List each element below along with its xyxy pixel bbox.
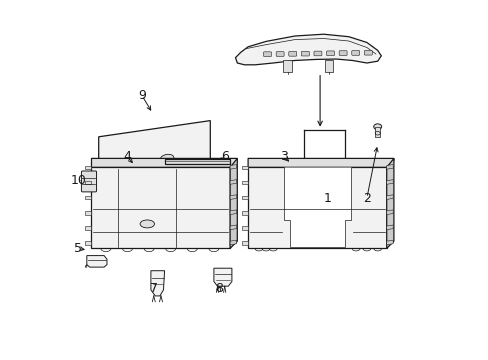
Polygon shape [91,167,230,248]
Text: 7: 7 [149,282,158,294]
FancyBboxPatch shape [351,51,359,55]
FancyBboxPatch shape [339,51,346,55]
FancyBboxPatch shape [276,52,284,57]
Polygon shape [386,210,392,215]
Polygon shape [242,226,247,230]
Text: 1: 1 [323,192,330,204]
Polygon shape [165,159,230,164]
Polygon shape [386,225,392,230]
FancyBboxPatch shape [263,52,271,57]
Polygon shape [85,181,91,184]
Polygon shape [230,240,236,245]
Polygon shape [242,166,247,169]
Text: 10: 10 [70,174,86,186]
Ellipse shape [140,220,154,228]
Polygon shape [242,241,247,245]
Polygon shape [87,256,107,267]
Polygon shape [85,196,91,199]
Text: 4: 4 [123,150,131,163]
Text: 6: 6 [220,150,228,163]
Polygon shape [230,225,236,230]
Polygon shape [230,158,237,248]
Polygon shape [284,167,350,247]
Polygon shape [99,169,210,196]
FancyBboxPatch shape [288,51,296,56]
Bar [283,60,291,72]
FancyBboxPatch shape [81,171,96,192]
Polygon shape [247,158,393,167]
FancyBboxPatch shape [364,50,371,55]
Polygon shape [386,240,392,245]
Text: 2: 2 [362,192,370,204]
Polygon shape [85,226,91,230]
Text: 8: 8 [215,282,223,294]
Polygon shape [151,271,164,296]
Bar [374,127,380,137]
Polygon shape [85,166,91,169]
Polygon shape [99,121,210,185]
Text: 3: 3 [280,150,287,163]
Polygon shape [247,167,386,248]
Polygon shape [230,195,236,199]
Text: 9: 9 [138,89,145,102]
Ellipse shape [160,154,174,162]
Polygon shape [242,181,247,184]
Polygon shape [85,241,91,245]
FancyBboxPatch shape [301,51,309,56]
Polygon shape [230,210,236,215]
Polygon shape [235,34,381,65]
Polygon shape [242,196,247,199]
Bar [324,60,333,72]
Polygon shape [386,180,392,184]
Polygon shape [230,180,236,184]
Polygon shape [230,165,236,169]
Polygon shape [213,268,231,286]
Polygon shape [91,158,237,167]
Polygon shape [85,265,87,267]
Polygon shape [386,165,392,169]
Polygon shape [386,195,392,199]
FancyBboxPatch shape [326,51,334,55]
FancyBboxPatch shape [313,51,321,56]
Polygon shape [386,158,393,248]
Polygon shape [242,211,247,215]
Ellipse shape [373,124,381,130]
Text: 5: 5 [74,242,82,255]
Polygon shape [85,211,91,215]
